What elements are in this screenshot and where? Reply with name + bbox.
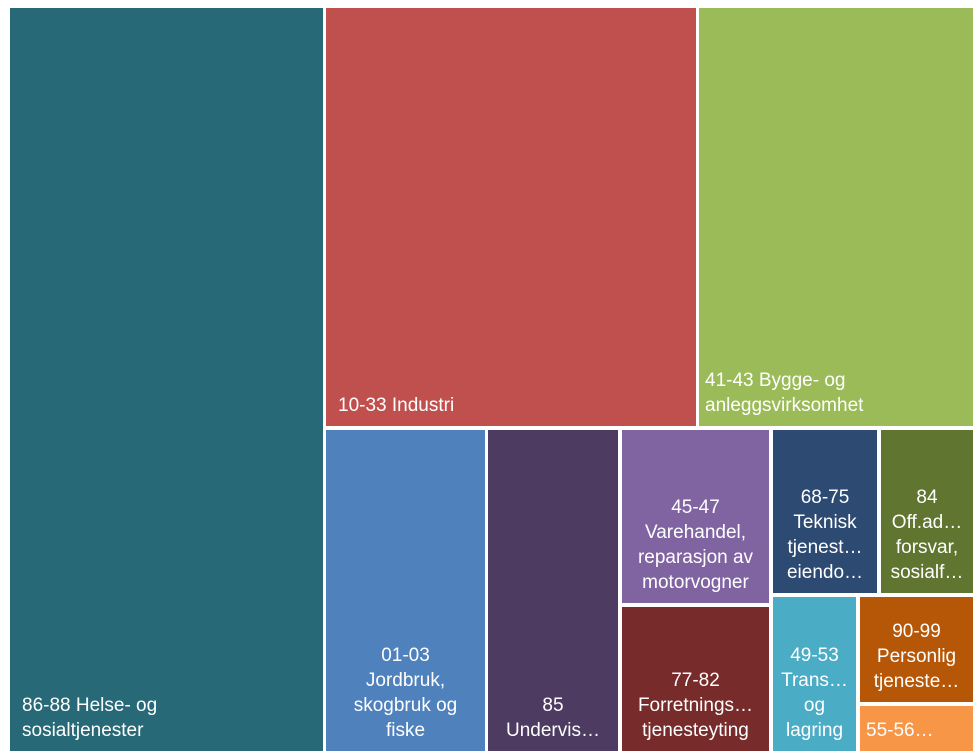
tile-undervisning: 85 Undervis… bbox=[488, 430, 618, 751]
tile-industri: 10-33 Industri bbox=[326, 8, 696, 426]
tile-label-line: lagring bbox=[785, 720, 844, 741]
tile-label-jordbruk: 01-03 Jordbruk, skogbruk og fiske bbox=[326, 643, 485, 743]
tile-label-line: fiske bbox=[385, 720, 426, 741]
tile-label-line: 41-43 Bygge- og bbox=[705, 370, 846, 391]
tile-label-line: 84 bbox=[916, 487, 938, 508]
tile-bygge-anlegg: 41-43 Bygge- og anleggsvirksomhet bbox=[699, 8, 973, 426]
tile-label-line: Varehandel, bbox=[644, 522, 747, 543]
tile-label-line: 86-88 Helse- og bbox=[22, 695, 158, 716]
tile-transport: 49-53 Trans… og lagring bbox=[773, 597, 856, 751]
tile-label-line: motorvogner bbox=[642, 572, 749, 593]
tile-overnatting: 55-56… bbox=[860, 706, 973, 751]
tile-forretning: 77-82 Forretnings… tjenesteyting bbox=[622, 607, 769, 751]
tile-label-line: Teknisk bbox=[793, 512, 857, 533]
tile-label-line: reparasjon av bbox=[637, 547, 754, 568]
tile-label-varehandel: 45-47 Varehandel, reparasjon av motorvogner bbox=[622, 495, 769, 595]
tile-label-offentlig: 84 Off.ad… forsvar, sosialf… bbox=[881, 485, 973, 585]
tile-label-line: tjeneste… bbox=[873, 671, 960, 692]
tile-teknisk: 68-75 Teknisk tjenest… eiendo… bbox=[773, 430, 877, 593]
tile-label-line: 45-47 bbox=[671, 497, 720, 518]
tile-label-line: tjenesteyting bbox=[642, 720, 749, 741]
tile-label-line: Off.ad… bbox=[891, 512, 963, 533]
tile-personlig: 90-99 Personlig tjeneste… bbox=[860, 597, 973, 702]
tile-label-overnatting: 55-56… bbox=[862, 718, 938, 743]
tile-label-line: Jordbruk, bbox=[365, 670, 446, 691]
tile-label-line: Undervis… bbox=[506, 720, 600, 741]
tile-label-line: eiendo… bbox=[786, 562, 864, 583]
tile-label-line: 49-53 bbox=[790, 645, 839, 666]
tile-label-transport: 49-53 Trans… og lagring bbox=[773, 643, 856, 743]
tile-label-line: Forretnings… bbox=[637, 695, 754, 716]
tile-label-line: 90-99 bbox=[892, 621, 941, 642]
tile-label-line: 85 bbox=[542, 695, 564, 716]
tile-label-line: sosialf… bbox=[890, 562, 964, 583]
tile-label-forretning: 77-82 Forretnings… tjenesteyting bbox=[622, 668, 769, 743]
tile-label-line: Personlig bbox=[876, 646, 957, 667]
tile-label-line: 77-82 bbox=[671, 670, 720, 691]
tile-label-helse-sosial: 86-88 Helse- og sosialtjenester bbox=[18, 693, 161, 743]
tile-label-line: sosialtjenester bbox=[22, 720, 144, 741]
tile-label-teknisk: 68-75 Teknisk tjenest… eiendo… bbox=[773, 485, 877, 585]
tile-helse-sosial: 86-88 Helse- og sosialtjenester bbox=[10, 8, 323, 751]
tile-label-line: anleggsvirksomhet bbox=[705, 395, 864, 416]
tile-offentlig: 84 Off.ad… forsvar, sosialf… bbox=[881, 430, 973, 593]
tile-label-industri: 10-33 Industri bbox=[334, 393, 458, 418]
tile-label-line: forsvar, bbox=[895, 537, 959, 558]
tile-label-undervisning: 85 Undervis… bbox=[488, 693, 618, 743]
tile-label-line: 55-56… bbox=[866, 720, 934, 741]
tile-label-line: 01-03 bbox=[381, 645, 430, 666]
tile-varehandel: 45-47 Varehandel, reparasjon av motorvogner bbox=[622, 430, 769, 603]
tile-label-line: 10-33 Industri bbox=[338, 395, 455, 416]
tile-label-line: tjenest… bbox=[787, 537, 863, 558]
tile-label-line: og bbox=[803, 695, 826, 716]
tile-jordbruk: 01-03 Jordbruk, skogbruk og fiske bbox=[326, 430, 485, 751]
tile-label-line: 68-75 bbox=[800, 487, 850, 508]
tile-label-bygge-anlegg: 41-43 Bygge- og anleggsvirksomhet bbox=[701, 368, 867, 418]
tile-label-line: skogbruk og bbox=[353, 695, 458, 716]
tile-label-line: Trans… bbox=[781, 670, 848, 691]
tile-label-personlig: 90-99 Personlig tjeneste… bbox=[860, 619, 973, 694]
